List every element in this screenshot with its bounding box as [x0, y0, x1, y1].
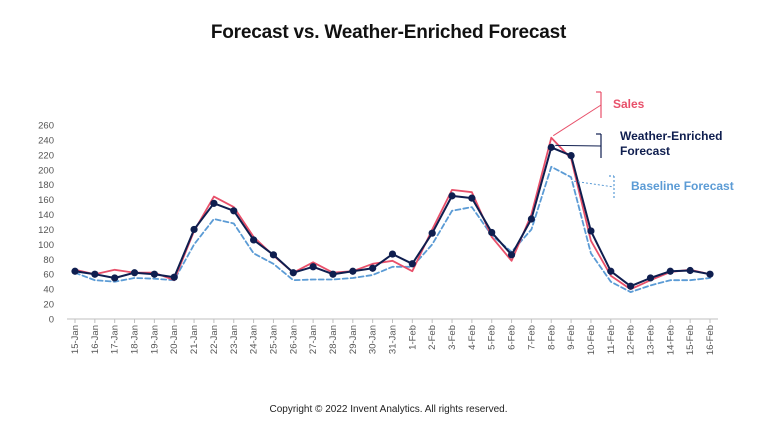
weather-data-point — [408, 260, 416, 268]
x-tick-label: 14-Feb — [665, 325, 676, 355]
x-tick-label: 19-Jan — [149, 325, 160, 354]
weather-data-point — [587, 227, 595, 235]
weather-series-line — [74, 146, 711, 288]
weather-data-point — [71, 267, 79, 275]
x-tick-label: 6-Feb — [507, 325, 518, 350]
x-tick-label: 23-Jan — [229, 325, 240, 354]
axes: 0 20 40 60 80 100 120 140 160 180 200 220 240 260 15-J… — [38, 121, 718, 355]
weather-data-point — [170, 273, 178, 281]
y-tick-label: 0 — [49, 315, 54, 326]
y-tick-label: 240 — [38, 135, 54, 146]
y-tick-label: 160 — [38, 195, 54, 206]
weather-data-point — [567, 151, 575, 160]
sales-legend-label: Sales — [613, 97, 645, 111]
weather-data-point — [627, 282, 635, 290]
legend: Sales Weather-Enriched Forecast Baseline Fo… — [552, 91, 734, 198]
weather-data-point — [190, 225, 198, 234]
weather-data-point — [666, 267, 674, 275]
x-tick-label: 16-Jan — [90, 325, 101, 354]
x-tick-label: 27-Jan — [308, 325, 319, 354]
x-tick-label: 25-Jan — [268, 325, 279, 354]
y-tick-label: 20 — [43, 300, 54, 311]
weather-data-point — [309, 263, 317, 271]
weather-data-point — [547, 143, 555, 151]
x-tick-label: 16-Feb — [705, 325, 716, 355]
weather-data-point — [488, 228, 496, 237]
x-tick-label: 2-Feb — [427, 325, 438, 350]
y-tick-label: 40 — [43, 285, 54, 296]
chart-title: Forecast vs. Weather-Enriched Forecast — [210, 22, 567, 43]
y-tick-label: 260 — [38, 121, 54, 132]
weather-data-point — [369, 264, 377, 272]
weather-data-point — [210, 199, 218, 207]
weather-data-point — [130, 269, 139, 277]
x-tick-label: 12-Feb — [626, 325, 637, 355]
y-tick-label: 140 — [38, 210, 54, 221]
x-tick-label: 28-Jan — [328, 325, 339, 354]
x-tick-label: 3-Feb — [447, 325, 458, 350]
weather-data-point — [91, 270, 99, 278]
x-tick-label: 18-Jan — [130, 325, 141, 354]
x-tick-label: 26-Jan — [288, 325, 299, 354]
x-tick-label: 24-Jan — [249, 325, 260, 354]
sales-legend-leader — [552, 104, 602, 137]
weather-data-point — [686, 266, 694, 275]
y-tick-label: 80 — [43, 255, 54, 266]
weather-legend-leader — [555, 144, 602, 147]
x-tick-label: 13-Feb — [645, 325, 656, 355]
copyright-footer: Copyright © 2022 Invent Analytics. All r… — [269, 404, 508, 415]
x-tick-label: 1-Feb — [407, 325, 418, 350]
series-lines — [71, 136, 714, 294]
weather-data-point — [388, 250, 397, 258]
x-tick-label: 30-Jan — [368, 325, 379, 354]
x-tick-label: 11-Feb — [606, 325, 617, 354]
weather-data-point — [349, 267, 357, 275]
weather-data-point — [527, 215, 536, 223]
x-tick-label: 20-Jan — [169, 325, 180, 354]
baseline-legend-label: Baseline Forecast — [631, 179, 734, 193]
weather-data-point — [507, 251, 516, 259]
x-tick-label: 15-Jan — [70, 325, 81, 354]
weather-data-point — [150, 270, 158, 278]
y-tick-label: 180 — [38, 180, 54, 191]
y-tick-label: 220 — [38, 150, 54, 161]
x-tick-label: 15-Feb — [685, 325, 696, 355]
x-tick-label: 7-Feb — [526, 325, 537, 350]
weather-data-point — [329, 270, 337, 278]
weather-data-point — [646, 274, 655, 282]
y-tick-label: 120 — [38, 225, 54, 236]
x-tick-label: 5-Feb — [487, 325, 498, 350]
weather-data-point — [269, 251, 278, 259]
weather-data-point — [607, 267, 615, 275]
weather-data-point — [249, 236, 258, 244]
weather-data-point — [468, 194, 476, 202]
x-tick-label: 31-Jan — [388, 325, 399, 354]
x-tick-label: 4-Feb — [467, 325, 478, 350]
weather-data-point — [230, 207, 238, 215]
y-tick-label: 100 — [38, 240, 54, 251]
weather-legend-label: Weather-Enriched Forecast — [620, 129, 722, 158]
weather-data-point — [289, 269, 297, 277]
weather-data-point — [111, 274, 119, 282]
x-tick-label: 9-Feb — [566, 325, 577, 350]
weather-data-point — [706, 270, 714, 278]
x-tick-label: 17-Jan — [110, 325, 121, 354]
baseline-series-line — [74, 165, 711, 294]
x-tick-label: 8-Feb — [546, 325, 557, 350]
x-tick-label: 22-Jan — [209, 325, 220, 354]
y-tick-label: 60 — [43, 270, 54, 281]
weather-data-point — [448, 192, 456, 200]
weather-data-point — [428, 229, 436, 237]
x-tick-label: 29-Jan — [348, 325, 359, 354]
x-tick-label: 10-Feb — [586, 325, 597, 355]
baseline-legend-leader — [574, 180, 615, 188]
y-tick-label: 200 — [38, 165, 54, 176]
x-tick-label: 21-Jan — [189, 325, 200, 354]
